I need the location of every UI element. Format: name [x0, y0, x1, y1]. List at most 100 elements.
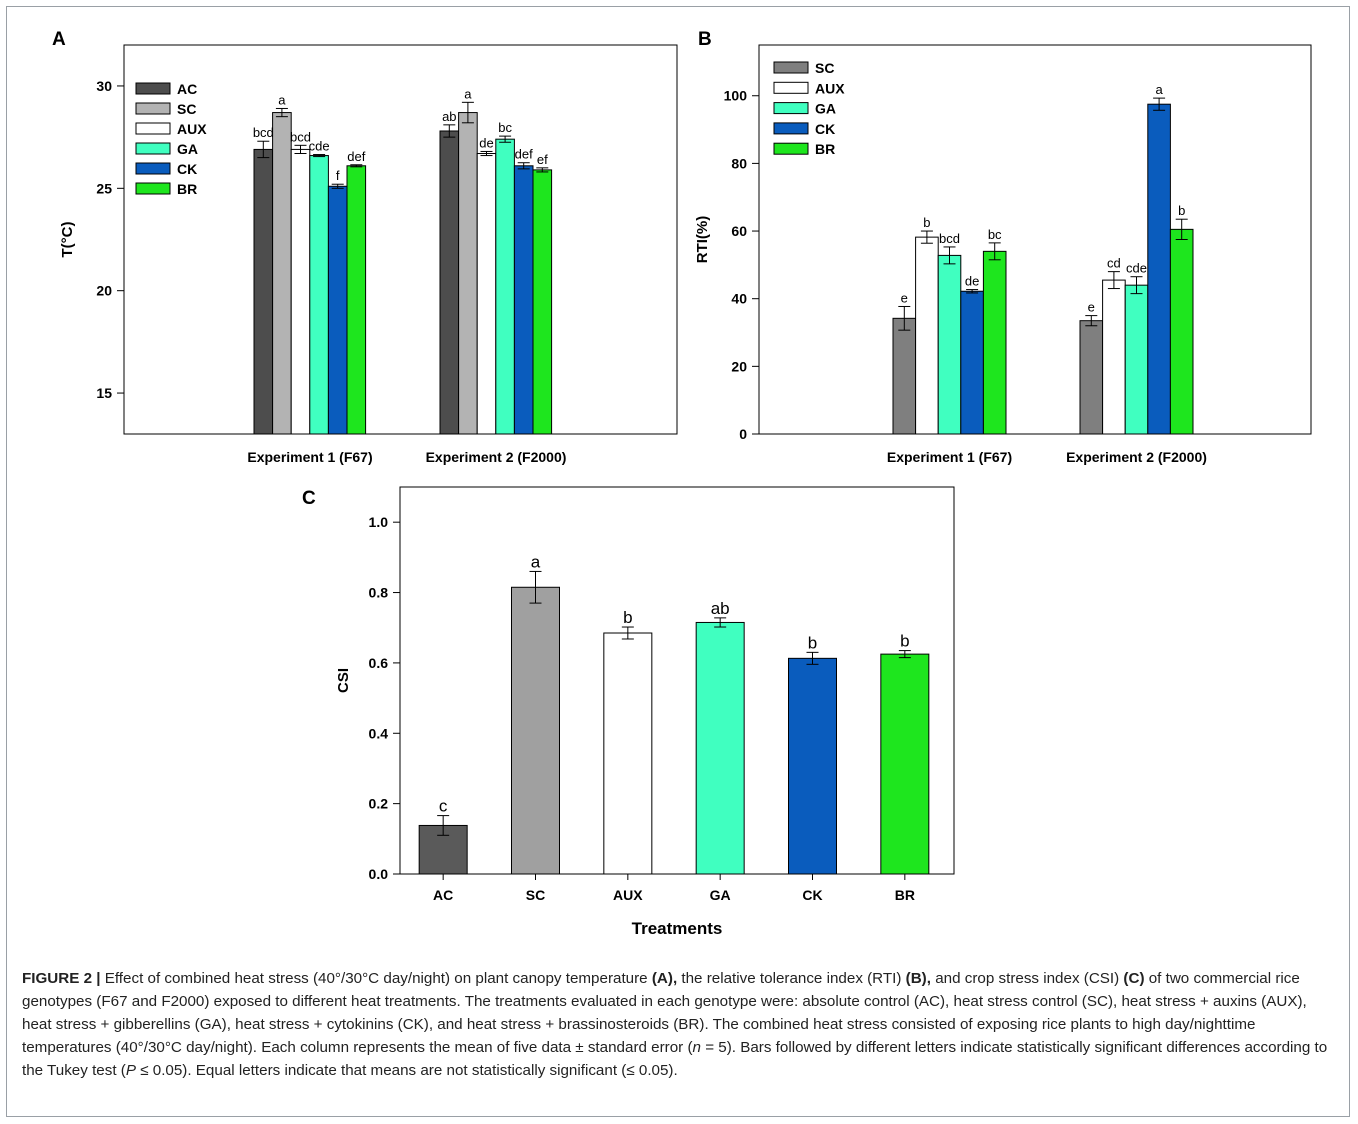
- legend-label: BR: [815, 141, 835, 157]
- y-tick-label: 100: [724, 88, 748, 104]
- legend-label: AUX: [177, 121, 207, 137]
- y-tick-label: 25: [96, 180, 112, 196]
- significance-letter: de: [965, 274, 979, 289]
- panel-tag: B: [698, 29, 712, 50]
- bar: [458, 112, 478, 435]
- significance-letter: c: [439, 797, 448, 816]
- panel-tag: A: [52, 29, 66, 50]
- bar: [532, 169, 553, 435]
- legend-label: GA: [815, 101, 836, 117]
- bar: [290, 148, 311, 435]
- panel-tag: C: [302, 488, 316, 509]
- bar: [309, 155, 329, 435]
- y-tick-label: 20: [96, 283, 112, 299]
- significance-letter: b: [923, 215, 930, 230]
- bar: [603, 632, 653, 875]
- legend-swatch: [135, 82, 171, 95]
- bar: [892, 317, 917, 435]
- significance-letter: a: [1155, 82, 1163, 97]
- caption-part-4: and crop stress index (CSI): [930, 970, 1124, 987]
- significance-letter: ab: [711, 599, 730, 618]
- legend-label: AUX: [815, 80, 845, 96]
- y-tick-label: 0.2: [369, 796, 389, 812]
- significance-letter: e: [1088, 300, 1095, 315]
- caption-part-3: (B),: [905, 970, 931, 987]
- significance-letter: bcd: [939, 231, 960, 246]
- bar: [511, 586, 560, 875]
- x-category-label: GA: [710, 887, 731, 903]
- y-tick-label: 0: [739, 426, 747, 442]
- bar: [937, 254, 962, 435]
- y-tick-label: 20: [731, 358, 747, 374]
- bar: [327, 185, 348, 435]
- significance-letter: a: [531, 552, 541, 571]
- x-category-label: AC: [433, 887, 453, 903]
- bar: [695, 621, 745, 875]
- significance-letter: cde: [309, 139, 330, 154]
- bar: [1169, 228, 1194, 435]
- caption-part-0: Effect of combined heat stress (40°/30°C…: [100, 970, 652, 987]
- y-tick-label: 30: [96, 78, 112, 94]
- bar: [1147, 103, 1171, 435]
- legend-swatch: [135, 182, 171, 195]
- y-tick-label: 60: [731, 223, 747, 239]
- legend-label: AC: [177, 81, 197, 97]
- y-tick-label: 0.8: [369, 585, 389, 601]
- significance-letter: a: [278, 92, 286, 107]
- significance-letter: bc: [498, 120, 512, 135]
- significance-letter: bcd: [253, 125, 274, 140]
- legend-swatch: [135, 142, 171, 155]
- significance-letter: e: [901, 290, 908, 305]
- legend-swatch: [135, 122, 171, 135]
- caption-body: Effect of combined heat stress (40°/30°C…: [22, 970, 1327, 1079]
- significance-letter: cde: [1126, 261, 1147, 276]
- bar: [960, 290, 984, 435]
- figure-caption: FIGURE 2 | Effect of combined heat stres…: [22, 967, 1340, 1082]
- y-tick-label: 1.0: [369, 514, 389, 530]
- bar: [495, 138, 515, 435]
- bar: [272, 112, 292, 435]
- x-axis-label: Treatments: [632, 919, 723, 938]
- significance-letter: bcd: [290, 129, 311, 144]
- legend-swatch: [773, 81, 809, 94]
- x-category-label: Experiment 2 (F2000): [1066, 449, 1207, 465]
- bar: [1102, 279, 1126, 435]
- significance-letter: b: [623, 608, 632, 627]
- significance-letter: a: [464, 86, 472, 101]
- plot-frame: [123, 44, 678, 435]
- bar: [788, 657, 837, 875]
- legend-label: SC: [177, 101, 196, 117]
- legend-swatch: [135, 102, 171, 115]
- x-category-label: BR: [895, 887, 915, 903]
- x-category-label: CK: [802, 887, 822, 903]
- plot-frame: [758, 44, 1312, 435]
- bar: [513, 165, 534, 435]
- figure-frame: [6, 6, 1350, 1117]
- legend-swatch: [773, 122, 809, 135]
- legend-swatch: [773, 142, 809, 155]
- caption-part-6: of two commercial rice genotypes (F67 an…: [22, 970, 1307, 1056]
- caption-part-10: ≤ 0.05). Equal letters indicate that mea…: [135, 1062, 678, 1079]
- significance-letter: f: [336, 168, 340, 183]
- significance-letter: de: [479, 135, 493, 150]
- legend-label: CK: [177, 161, 197, 177]
- bar: [880, 653, 930, 875]
- y-tick-label: 40: [731, 291, 747, 307]
- caption-part-5: (C): [1123, 970, 1145, 987]
- significance-letter: b: [900, 632, 909, 651]
- y-tick-label: 80: [731, 155, 747, 171]
- caption-part-2: the relative tolerance index (RTI): [677, 970, 906, 987]
- legend-label: SC: [815, 60, 834, 76]
- y-tick-label: 0.0: [369, 866, 389, 882]
- legend-swatch: [773, 61, 809, 74]
- significance-letter: b: [808, 633, 817, 652]
- legend-swatch: [135, 162, 171, 175]
- y-axis-label: T(°C): [59, 222, 76, 258]
- y-axis-label: CSI: [335, 668, 352, 693]
- significance-letter: b: [1178, 203, 1185, 218]
- y-axis-label: RTI(%): [694, 216, 711, 264]
- significance-letter: def: [515, 147, 533, 162]
- x-category-label: Experiment 1 (F67): [247, 449, 372, 465]
